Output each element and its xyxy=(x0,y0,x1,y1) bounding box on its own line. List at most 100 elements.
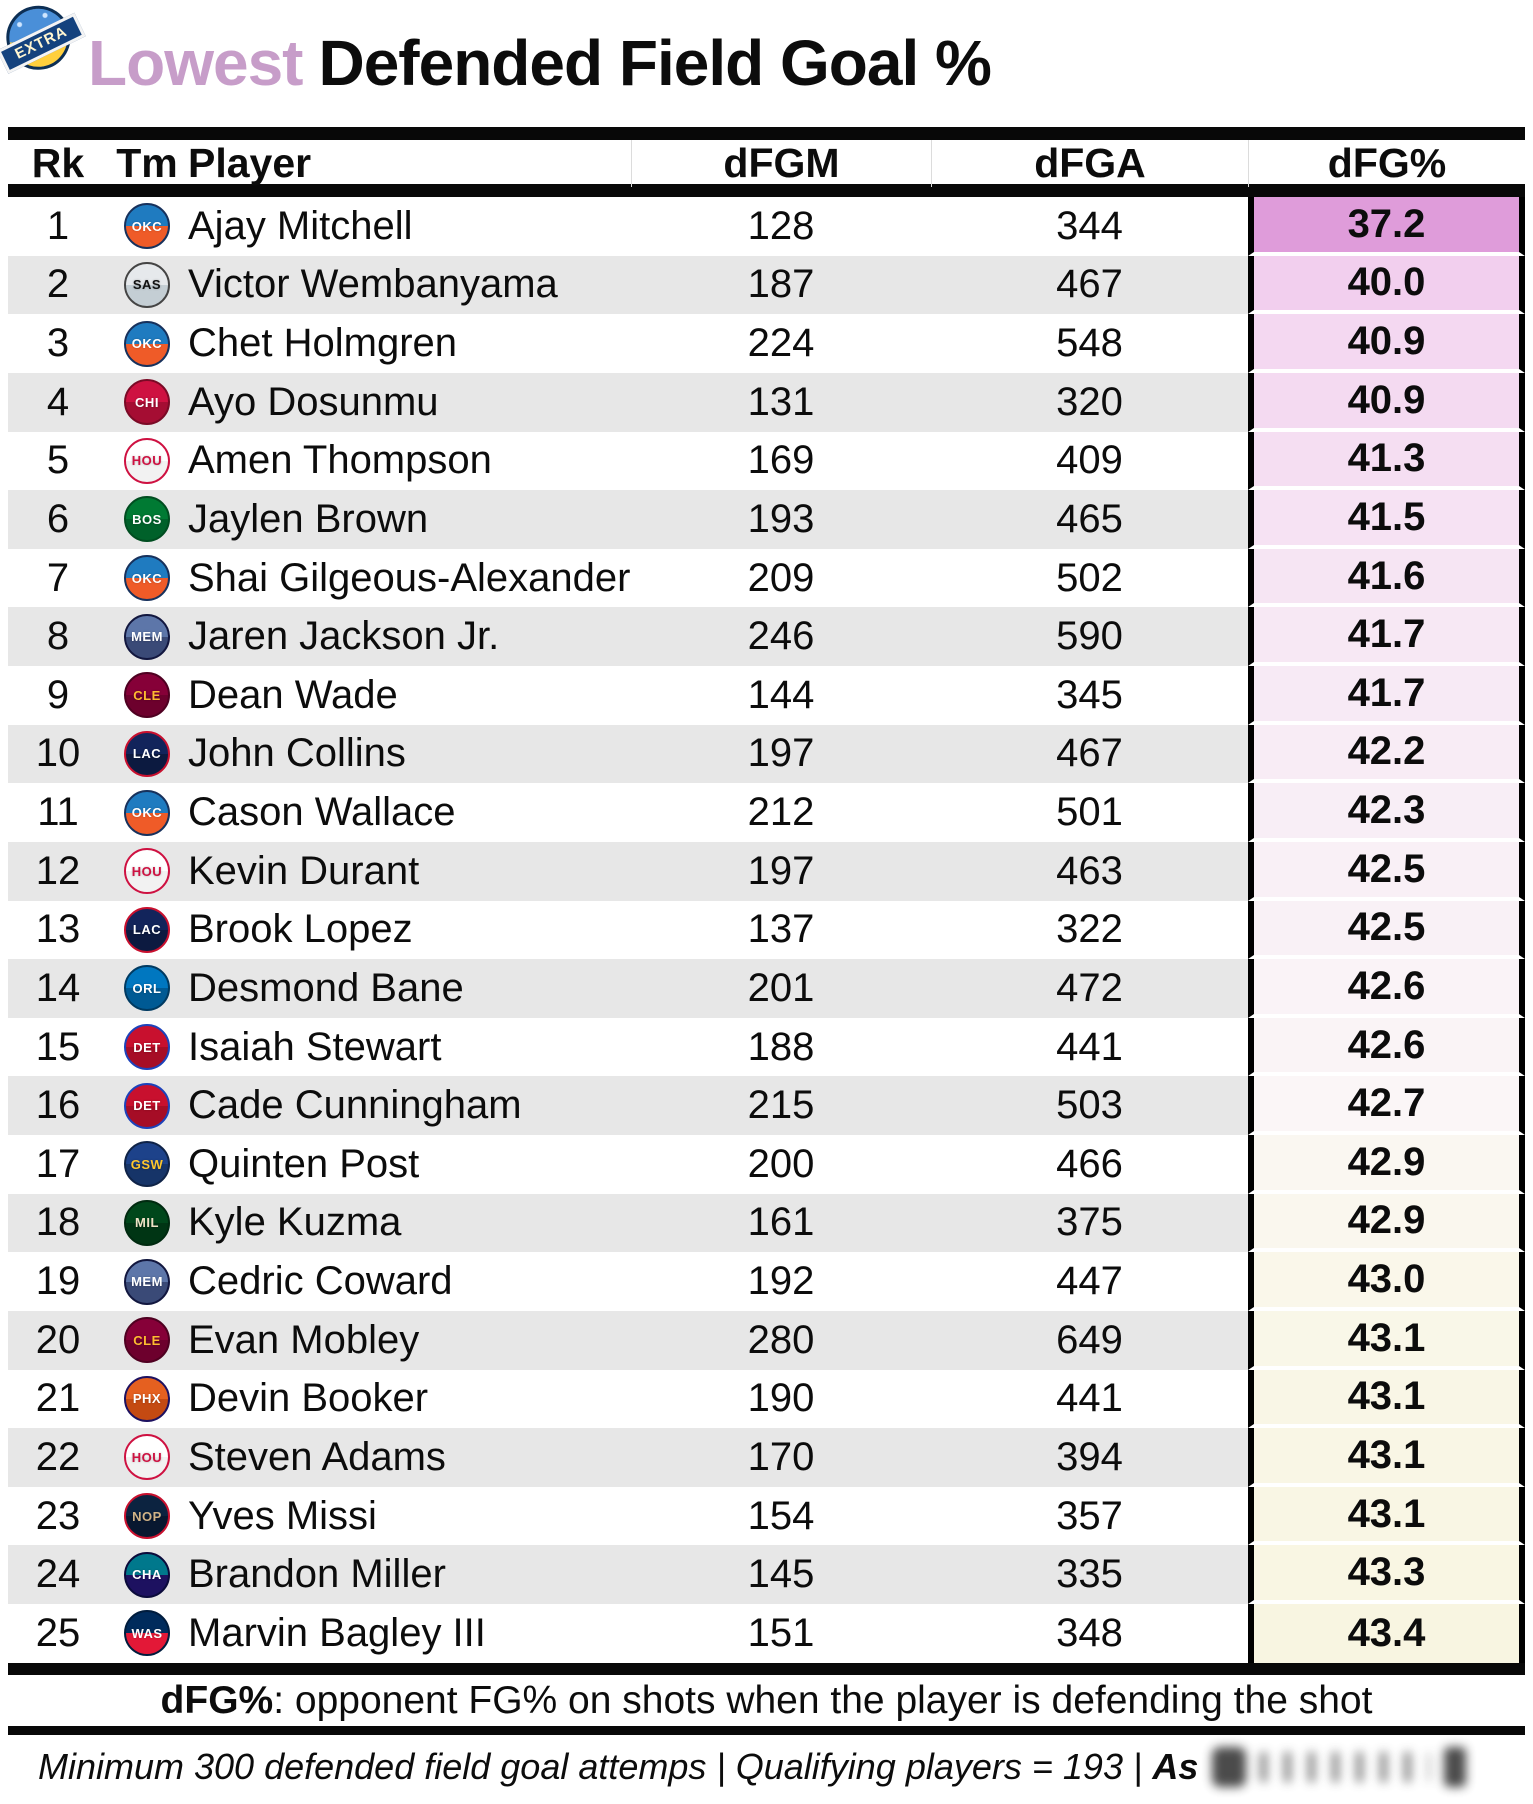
dfga-value: 394 xyxy=(1056,1434,1123,1479)
dfgp-value: 43.1 xyxy=(1248,1428,1525,1487)
team-cell: DET xyxy=(108,1024,186,1071)
team-cell: MIL xyxy=(108,1199,186,1246)
stat-definition-term: dFG% xyxy=(160,1678,274,1722)
table-row: 10 LAC John Collins 197 467 42.2 xyxy=(8,724,1525,784)
dfga-value: 320 xyxy=(1056,379,1123,424)
team-logo-cleveland-cavaliers-icon: CLE xyxy=(124,672,170,719)
team-abbr: CLE xyxy=(133,1332,161,1348)
dfgp-value: 40.9 xyxy=(1248,314,1525,373)
player-name: John Collins xyxy=(188,731,406,776)
team-cell: ORL xyxy=(108,965,186,1012)
blurred-watermark-mark xyxy=(1212,1746,1247,1787)
rank-cell: 7 xyxy=(46,555,70,600)
page-title: Lowest Defended Field Goal % xyxy=(0,0,1533,100)
player-name: Dean Wade xyxy=(188,672,398,717)
footer-rule xyxy=(8,1725,1525,1735)
dfgp-value: 40.9 xyxy=(1248,372,1525,432)
team-cell: CHI xyxy=(108,379,186,426)
dfgm-value: 280 xyxy=(747,1317,815,1362)
player-name: Cedric Coward xyxy=(188,1259,453,1304)
column-header-rk: Rk xyxy=(31,140,85,186)
team-cell: HOU xyxy=(108,437,186,484)
team-abbr: HOU xyxy=(131,453,163,469)
rank-cell: 10 xyxy=(35,731,81,776)
team-logo-la-clippers-icon: LAC xyxy=(124,906,170,953)
player-name: Isaiah Stewart xyxy=(188,1024,442,1069)
team-abbr: DET xyxy=(133,1039,161,1055)
team-abbr: LAC xyxy=(132,922,162,938)
player-name: Brook Lopez xyxy=(188,907,413,952)
column-header-dfgp: dFG% xyxy=(1248,140,1525,187)
table-row: 19 MEM Cedric Coward 192 447 43.0 xyxy=(8,1252,1525,1311)
column-header-tm: Tm xyxy=(116,140,178,186)
dfga-value: 503 xyxy=(1056,1083,1123,1128)
team-abbr: ORL xyxy=(132,980,162,996)
dfgm-value: 197 xyxy=(747,848,815,893)
dfga-value: 463 xyxy=(1056,848,1123,893)
dfgm-value: 169 xyxy=(747,438,815,483)
footnote-suffix: As xyxy=(1152,1745,1199,1787)
team-abbr: LAC xyxy=(132,746,162,762)
player-name: Evan Mobley xyxy=(188,1317,420,1362)
team-cell: HOU xyxy=(108,848,186,895)
table-row: 9 CLE Dean Wade 144 345 41.7 xyxy=(8,666,1525,725)
dfgp-value: 41.7 xyxy=(1248,666,1525,725)
team-abbr: PHX xyxy=(132,1391,162,1407)
dfgm-value: 128 xyxy=(747,203,815,248)
team-cell: OKC xyxy=(108,320,186,367)
top-rule xyxy=(8,127,1525,140)
table-row: 16 DET Cade Cunningham 215 503 42.7 xyxy=(8,1076,1525,1135)
dfgp-value: 42.6 xyxy=(1248,1017,1525,1077)
table-row: 21 PHX Devin Booker 190 441 43.1 xyxy=(8,1369,1525,1429)
team-cell: SAS xyxy=(108,261,186,308)
header-rule xyxy=(8,184,1525,197)
blurred-watermark xyxy=(1212,1746,1467,1787)
team-cell: CLE xyxy=(108,1317,186,1364)
player-name: Jaylen Brown xyxy=(188,496,429,541)
dfgm-value: 197 xyxy=(747,731,815,776)
dfgm-value: 170 xyxy=(747,1434,815,1479)
dfga-value: 335 xyxy=(1056,1552,1123,1597)
dfga-value: 466 xyxy=(1056,1141,1123,1186)
table-row: 12 HOU Kevin Durant 197 463 42.5 xyxy=(8,841,1525,901)
dfga-value: 590 xyxy=(1056,614,1123,659)
dfgp-value: 43.3 xyxy=(1248,1545,1525,1604)
team-abbr: CHI xyxy=(135,394,159,410)
player-name: Yves Missi xyxy=(188,1493,377,1538)
player-name: Shai Gilgeous-Alexander xyxy=(188,555,631,600)
dfgm-value: 200 xyxy=(747,1141,815,1186)
dfgp-value: 43.1 xyxy=(1248,1310,1525,1370)
team-cell: NOP xyxy=(108,1493,186,1540)
bottom-rule xyxy=(8,1662,1525,1675)
dfga-value: 649 xyxy=(1056,1317,1123,1362)
team-logo-cleveland-cavaliers-icon: CLE xyxy=(124,1317,170,1364)
dfga-value: 348 xyxy=(1056,1610,1123,1655)
team-logo-orlando-magic-icon: ORL xyxy=(124,965,170,1012)
table-row: 1 OKC Ajay Mitchell 128 344 37.2 xyxy=(8,197,1525,256)
dfgp-value: 43.0 xyxy=(1248,1252,1525,1311)
team-logo-houston-rockets-icon: HOU xyxy=(124,848,170,895)
team-cell: GSW xyxy=(108,1141,186,1188)
player-name: Amen Thompson xyxy=(188,438,492,483)
team-abbr: OKC xyxy=(131,805,163,821)
dfgm-value: 193 xyxy=(747,496,815,541)
dfgm-value: 201 xyxy=(747,965,815,1010)
table-row: 8 MEM Jaren Jackson Jr. 246 590 41.7 xyxy=(8,607,1525,666)
dfgm-value: 212 xyxy=(747,790,815,835)
player-name: Brandon Miller xyxy=(188,1552,446,1597)
dfga-value: 357 xyxy=(1056,1493,1123,1538)
rank-cell: 2 xyxy=(46,262,70,307)
table-row: 25 WAS Marvin Bagley III 151 348 43.4 xyxy=(8,1604,1525,1663)
dfgp-value: 40.0 xyxy=(1248,255,1525,315)
team-abbr: HOU xyxy=(131,1449,163,1465)
team-cell: CHA xyxy=(108,1551,186,1598)
rank-cell: 1 xyxy=(46,203,70,248)
player-name: Cason Wallace xyxy=(188,790,456,835)
team-abbr: SAS xyxy=(132,277,162,293)
team-abbr: OKC xyxy=(131,570,163,586)
title-rest: Defended Field Goal % xyxy=(318,27,991,99)
dfga-value: 465 xyxy=(1056,496,1123,541)
team-abbr: OKC xyxy=(131,218,163,234)
rank-cell: 8 xyxy=(46,614,70,659)
dfga-value: 467 xyxy=(1056,262,1123,307)
